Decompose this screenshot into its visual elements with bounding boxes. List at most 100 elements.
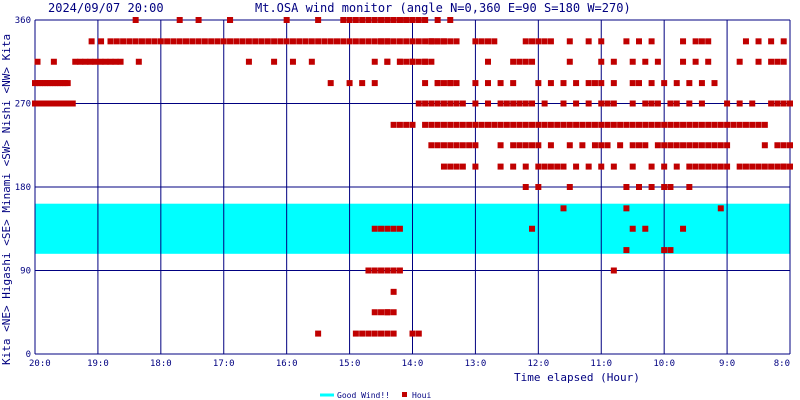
- y-axis-label: Kita <NE> Higashi <SE> Minami <SW> Nishi…: [0, 34, 13, 365]
- data-point: [648, 100, 655, 107]
- data-point: [214, 38, 221, 45]
- data-point: [573, 100, 580, 107]
- data-point: [579, 121, 586, 128]
- y-tick-label: 360: [15, 16, 31, 26]
- data-point: [296, 38, 303, 45]
- data-point: [667, 184, 674, 190]
- data-point: [585, 121, 592, 128]
- data-point: [434, 100, 441, 107]
- data-point: [736, 58, 743, 65]
- data-point: [365, 330, 372, 337]
- data-point: [742, 38, 749, 45]
- data-point: [636, 38, 642, 45]
- data-point: [82, 58, 89, 65]
- data-point: [780, 142, 787, 149]
- data-point: [390, 121, 397, 128]
- data-point: [705, 58, 712, 65]
- data-point: [415, 330, 422, 337]
- data-point: [302, 38, 309, 45]
- data-point: [422, 100, 429, 107]
- data-point: [648, 163, 655, 170]
- data-point: [673, 80, 680, 87]
- data-point: [434, 17, 441, 23]
- data-point: [365, 17, 372, 23]
- data-point: [541, 121, 548, 128]
- data-point: [522, 121, 529, 128]
- data-point: [780, 58, 787, 65]
- data-point: [522, 142, 529, 149]
- data-point: [440, 80, 447, 87]
- data-point: [730, 121, 737, 128]
- data-point: [510, 163, 517, 170]
- data-point: [692, 121, 699, 128]
- data-point: [403, 121, 410, 128]
- data-point: [705, 142, 712, 149]
- data-point: [485, 121, 491, 128]
- data-point: [403, 58, 410, 65]
- data-point: [535, 80, 542, 87]
- data-point: [698, 142, 705, 149]
- data-point: [132, 17, 139, 23]
- data-point: [736, 163, 743, 170]
- data-point: [522, 184, 529, 190]
- data-point: [57, 100, 64, 107]
- data-point: [636, 80, 642, 87]
- data-point: [485, 38, 491, 45]
- data-point: [698, 80, 705, 87]
- data-point: [396, 121, 403, 128]
- data-point: [422, 58, 429, 65]
- data-point: [447, 38, 454, 45]
- data-point: [686, 163, 693, 170]
- data-point: [692, 58, 699, 65]
- data-point: [164, 38, 171, 45]
- data-point: [37, 100, 44, 107]
- data-point: [642, 142, 649, 149]
- data-point: [176, 38, 183, 45]
- data-point: [478, 121, 485, 128]
- data-point: [409, 58, 416, 65]
- data-point: [491, 38, 498, 45]
- data-point: [755, 163, 762, 170]
- data-point: [384, 58, 391, 65]
- data-point: [724, 121, 731, 128]
- data-point: [308, 58, 315, 65]
- data-point: [579, 142, 586, 149]
- data-point: [642, 121, 649, 128]
- data-point: [409, 330, 416, 337]
- data-point: [768, 163, 775, 170]
- data-point: [510, 58, 517, 65]
- data-point: [396, 58, 403, 65]
- data-point: [522, 58, 529, 65]
- data-point: [648, 184, 655, 190]
- data-point: [522, 38, 529, 45]
- x-tick-label: 17:0: [213, 359, 235, 369]
- data-point: [610, 58, 617, 65]
- data-point: [135, 58, 142, 65]
- data-point: [661, 142, 668, 149]
- data-point: [522, 163, 529, 170]
- data-point: [472, 38, 479, 45]
- data-point: [724, 142, 731, 149]
- data-point: [352, 17, 359, 23]
- data-point: [289, 58, 296, 65]
- data-point: [409, 38, 416, 45]
- data-point: [654, 58, 661, 65]
- y-tick-label: 270: [15, 100, 31, 110]
- data-point: [755, 58, 762, 65]
- data-point: [535, 184, 542, 190]
- data-point: [321, 38, 328, 45]
- data-point: [378, 38, 385, 45]
- data-point: [271, 38, 278, 45]
- data-point: [610, 80, 617, 87]
- data-point: [547, 121, 554, 128]
- data-point: [547, 142, 554, 149]
- data-point: [717, 142, 724, 149]
- data-point: [434, 142, 441, 149]
- data-point: [547, 163, 554, 170]
- data-point: [535, 38, 542, 45]
- data-point: [736, 121, 743, 128]
- data-point: [566, 58, 573, 65]
- data-point: [529, 100, 536, 107]
- data-point: [88, 38, 95, 45]
- data-point: [371, 58, 378, 65]
